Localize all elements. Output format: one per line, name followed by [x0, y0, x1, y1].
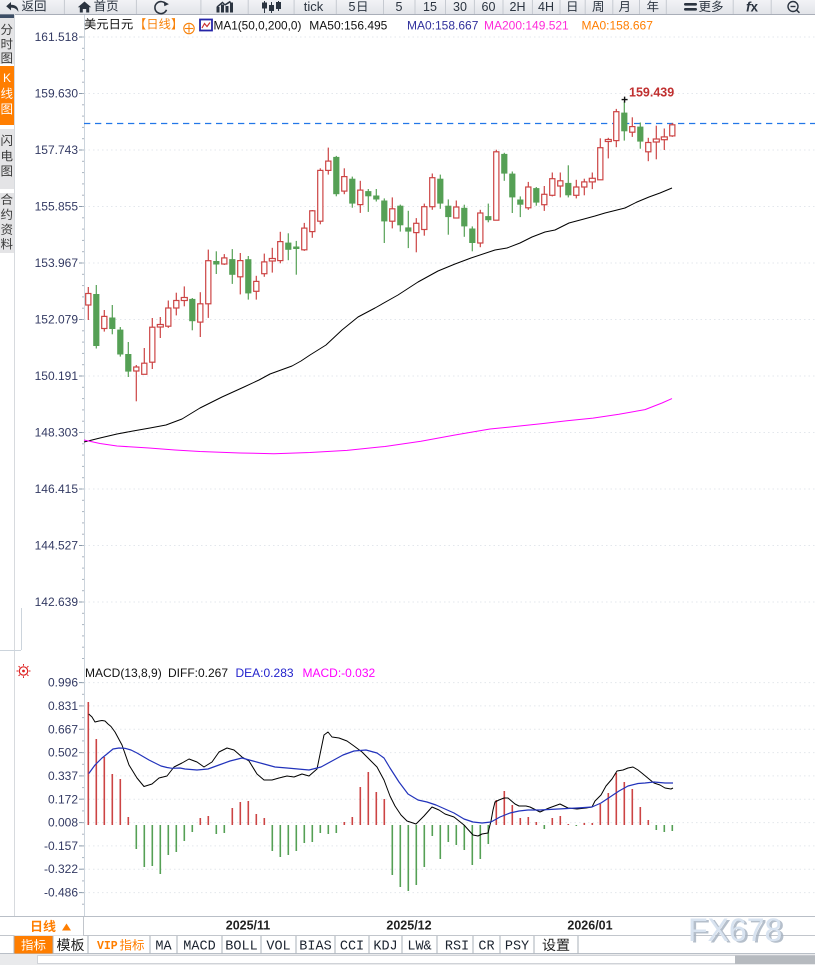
svg-text:161.518: 161.518: [35, 30, 79, 44]
svg-text:MA50:156.495: MA50:156.495: [309, 19, 387, 33]
svg-text:0.996: 0.996: [48, 676, 78, 690]
svg-text:MACD:-0.032: MACD:-0.032: [303, 666, 376, 680]
svg-text:MA0:158.667: MA0:158.667: [582, 19, 654, 33]
svg-text:2025/11: 2025/11: [226, 919, 271, 933]
svg-text:CCI: CCI: [340, 940, 364, 955]
svg-text:2026/01: 2026/01: [567, 919, 612, 933]
svg-text:K: K: [3, 71, 11, 85]
svg-text:MA0:158.667: MA0:158.667: [407, 19, 479, 33]
svg-text:0.172: 0.172: [48, 792, 78, 806]
svg-text:MACD(13,8,9): MACD(13,8,9): [85, 666, 162, 680]
svg-text:30: 30: [453, 0, 467, 14]
svg-text:152.079: 152.079: [35, 313, 79, 327]
svg-text:15: 15: [423, 0, 437, 14]
svg-text:DEA:0.283: DEA:0.283: [236, 666, 294, 680]
svg-text:-0.322: -0.322: [44, 862, 78, 876]
svg-text:2025/12: 2025/12: [386, 919, 431, 933]
svg-text:MA: MA: [155, 940, 172, 955]
svg-text:144.527: 144.527: [35, 539, 79, 553]
svg-text:60: 60: [482, 0, 496, 14]
svg-text:142.639: 142.639: [35, 595, 79, 609]
svg-text:tick: tick: [304, 0, 324, 14]
svg-text:2H: 2H: [510, 0, 526, 14]
svg-text:159.630: 159.630: [35, 87, 79, 101]
svg-text:MACD: MACD: [183, 940, 215, 955]
svg-text:146.415: 146.415: [35, 482, 79, 496]
svg-text:0.337: 0.337: [48, 769, 78, 783]
svg-text:155.855: 155.855: [35, 200, 79, 214]
svg-text:PSY: PSY: [505, 940, 529, 955]
svg-text:153.967: 153.967: [35, 256, 79, 270]
svg-text:-0.157: -0.157: [44, 839, 78, 853]
svg-text:FX678: FX678: [688, 912, 782, 948]
svg-text:4H: 4H: [538, 0, 554, 14]
svg-text:MA200:149.521: MA200:149.521: [484, 19, 569, 33]
svg-text:KDJ: KDJ: [373, 940, 397, 955]
svg-text:150.191: 150.191: [35, 369, 79, 383]
svg-text:5: 5: [349, 0, 356, 14]
svg-text:159.439: 159.439: [629, 86, 674, 100]
svg-text:0.502: 0.502: [48, 746, 78, 760]
svg-text:BIAS: BIAS: [299, 940, 331, 955]
svg-text:0.667: 0.667: [48, 722, 78, 736]
svg-text:FX678: FX678: [691, 914, 785, 950]
svg-text:0.008: 0.008: [48, 816, 78, 830]
svg-text:LW&: LW&: [407, 940, 431, 955]
svg-text:VIP: VIP: [97, 940, 118, 953]
svg-text:fx: fx: [746, 0, 759, 15]
svg-text:CR: CR: [478, 940, 494, 955]
svg-text:VOL: VOL: [266, 940, 290, 955]
svg-text:BOLL: BOLL: [225, 940, 257, 955]
svg-text:DIFF:0.267: DIFF:0.267: [168, 666, 228, 680]
svg-text:148.303: 148.303: [35, 426, 79, 440]
svg-text:RSI: RSI: [445, 940, 469, 955]
svg-text:MA1(50,0,200,0): MA1(50,0,200,0): [214, 19, 302, 33]
svg-text:-0.486: -0.486: [44, 886, 78, 900]
svg-text:157.743: 157.743: [35, 143, 79, 157]
svg-text:0.831: 0.831: [48, 699, 78, 713]
svg-text:5: 5: [396, 0, 403, 14]
